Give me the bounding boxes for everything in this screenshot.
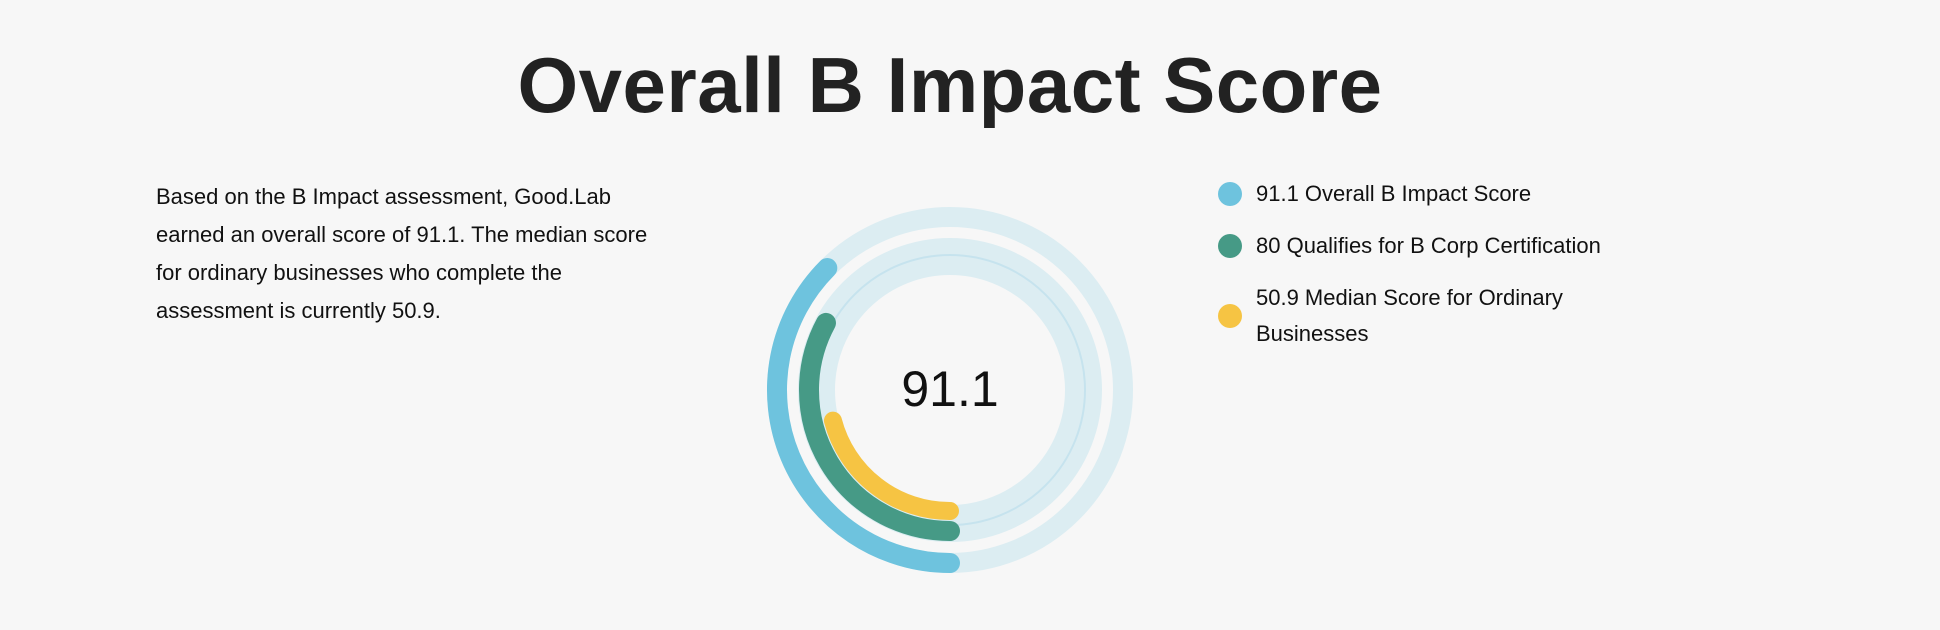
legend-item-overall: 91.1 Overall B Impact Score [1218, 176, 1678, 212]
legend-label: 80 Qualifies for B Corp Certification [1256, 233, 1601, 258]
chart-legend: 91.1 Overall B Impact Score 80 Qualifies… [1218, 176, 1678, 368]
legend-label: 50.9 Median Score for Ordinary Businesse… [1256, 285, 1563, 346]
legend-dot-icon [1218, 304, 1242, 328]
legend-label: 91.1 Overall B Impact Score [1256, 181, 1532, 206]
legend-item-median: 50.9 Median Score for Ordinary Businesse… [1218, 280, 1678, 352]
radial-score-chart: 91.1 [767, 207, 1133, 573]
legend-dot-icon [1218, 182, 1242, 206]
arc-median-score [823, 411, 959, 520]
page-title: Overall B Impact Score [517, 41, 1383, 129]
score-description: Based on the B Impact assessment, Good.L… [156, 184, 648, 323]
arc-certification-threshold [799, 312, 960, 541]
arc-overall-score [767, 258, 960, 573]
center-score-label: 91.1 [901, 361, 998, 417]
legend-item-certification: 80 Qualifies for B Corp Certification [1218, 228, 1678, 264]
legend-dot-icon [1218, 234, 1242, 258]
